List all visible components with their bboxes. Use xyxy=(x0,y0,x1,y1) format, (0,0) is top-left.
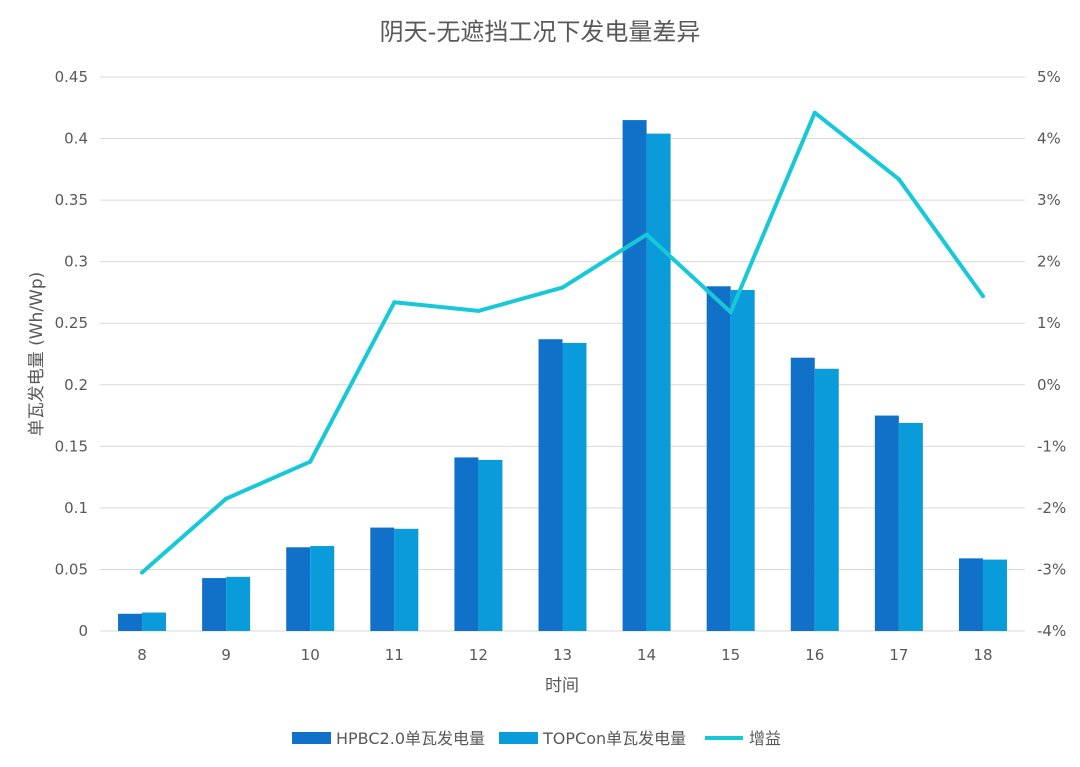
legend-label-2: 增益 xyxy=(749,729,781,748)
legend-label-1: TOPCon单瓦发电量 xyxy=(542,729,686,748)
x-tick-label: 10 xyxy=(301,646,320,664)
bar-hpbc-12 xyxy=(454,457,479,631)
y2-tick-label: 1% xyxy=(1037,314,1061,332)
chart-title: 阴天-无遮挡工况下发电量差异 xyxy=(380,18,701,46)
legend-label-0: HPBC2.0单瓦发电量 xyxy=(336,729,485,748)
gain-point-14 xyxy=(644,232,649,237)
bar-hpbc-17 xyxy=(874,415,899,631)
bar-topcon-15 xyxy=(730,289,755,631)
bar-topcon-17 xyxy=(898,422,923,631)
gain-point-16 xyxy=(812,110,817,115)
bar-hpbc-9 xyxy=(202,578,227,631)
y2-tick-label: -2% xyxy=(1037,499,1066,517)
bar-hpbc-18 xyxy=(958,558,983,631)
bar-hpbc-13 xyxy=(538,339,563,631)
y-tick-label: 0.4 xyxy=(64,130,88,148)
gain-point-10 xyxy=(308,459,313,464)
x-tick-label: 15 xyxy=(721,646,740,664)
bar-hpbc-8 xyxy=(118,613,143,631)
x-tick-label: 9 xyxy=(221,646,231,664)
bar-topcon-11 xyxy=(394,528,419,631)
y2-tick-label: 0% xyxy=(1037,376,1061,394)
legend: HPBC2.0单瓦发电量 TOPCon单瓦发电量 增益 xyxy=(292,729,781,748)
x-tick-label: 14 xyxy=(637,646,656,664)
y-tick-label: 0.05 xyxy=(55,560,88,578)
bar-hpbc-11 xyxy=(370,527,395,631)
y-tick-label: 0.15 xyxy=(55,437,88,455)
gain-point-8 xyxy=(140,570,145,575)
y2-tick-label: -1% xyxy=(1037,437,1066,455)
right-axis-ticks: -4% -3% -2% -1% 0% 1% 2% 3% 4% 5% xyxy=(1037,68,1066,640)
y2-tick-label: 5% xyxy=(1037,68,1061,86)
gain-point-15 xyxy=(728,310,733,315)
gain-point-11 xyxy=(392,300,397,305)
y-tick-label: 0.3 xyxy=(64,253,88,271)
bar-topcon-14 xyxy=(646,133,671,631)
bar-topcon-10 xyxy=(310,546,335,631)
y-tick-label: 0.35 xyxy=(55,191,88,209)
bar-hpbc-16 xyxy=(790,357,815,631)
y2-tick-label: -4% xyxy=(1037,622,1066,640)
x-axis-title: 时间 xyxy=(545,676,579,696)
y-tick-label: 0 xyxy=(78,622,88,640)
y-axis-title: 单瓦发电量 (Wh/Wp) xyxy=(27,272,47,437)
y-tick-label: 0.1 xyxy=(64,499,88,517)
left-axis-ticks: 0 0.05 0.1 0.15 0.2 0.25 0.3 0.35 0.4 0.45 xyxy=(55,68,88,640)
bar-hpbc-15 xyxy=(706,286,731,631)
x-tick-label: 11 xyxy=(385,646,404,664)
y2-tick-label: 3% xyxy=(1037,191,1061,209)
y-tick-label: 0.25 xyxy=(55,314,88,332)
y2-tick-label: 4% xyxy=(1037,130,1061,148)
y2-tick-label: 2% xyxy=(1037,253,1061,271)
bar-hpbc-14 xyxy=(622,120,647,631)
bar-topcon-9 xyxy=(226,576,251,631)
bar-topcon-8 xyxy=(142,612,167,631)
y-tick-label: 0.45 xyxy=(55,68,88,86)
x-tick-label: 8 xyxy=(137,646,147,664)
bar-topcon-16 xyxy=(814,368,839,631)
bar-topcon-18 xyxy=(982,559,1007,631)
x-tick-label: 16 xyxy=(805,646,824,664)
gain-point-9 xyxy=(224,496,229,501)
legend-swatch-1 xyxy=(499,732,538,744)
legend-swatch-0 xyxy=(292,732,331,744)
bar-topcon-13 xyxy=(562,342,587,631)
x-tick-label: 12 xyxy=(469,646,488,664)
gain-point-18 xyxy=(980,294,985,299)
gain-point-17 xyxy=(896,177,901,182)
y-tick-label: 0.2 xyxy=(64,376,88,394)
x-tick-label: 18 xyxy=(973,646,992,664)
bar-topcon-12 xyxy=(478,459,503,631)
gain-point-13 xyxy=(560,285,565,290)
x-tick-label: 17 xyxy=(889,646,908,664)
gain-point-12 xyxy=(476,308,481,313)
x-tick-label: 13 xyxy=(553,646,572,664)
bars xyxy=(118,120,1007,631)
gain-line-layer xyxy=(140,110,985,575)
y2-tick-label: -3% xyxy=(1037,560,1066,578)
x-axis-ticks: 8 9 10 11 12 13 14 15 16 17 18 xyxy=(137,646,992,664)
bar-hpbc-10 xyxy=(286,547,311,631)
